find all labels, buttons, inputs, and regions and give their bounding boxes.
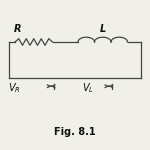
Text: Fig. 8.1: Fig. 8.1 (54, 127, 96, 137)
Text: L: L (100, 24, 106, 34)
Text: $V_L$: $V_L$ (82, 81, 94, 95)
Text: R: R (14, 24, 22, 34)
Text: $V_R$: $V_R$ (8, 81, 21, 95)
